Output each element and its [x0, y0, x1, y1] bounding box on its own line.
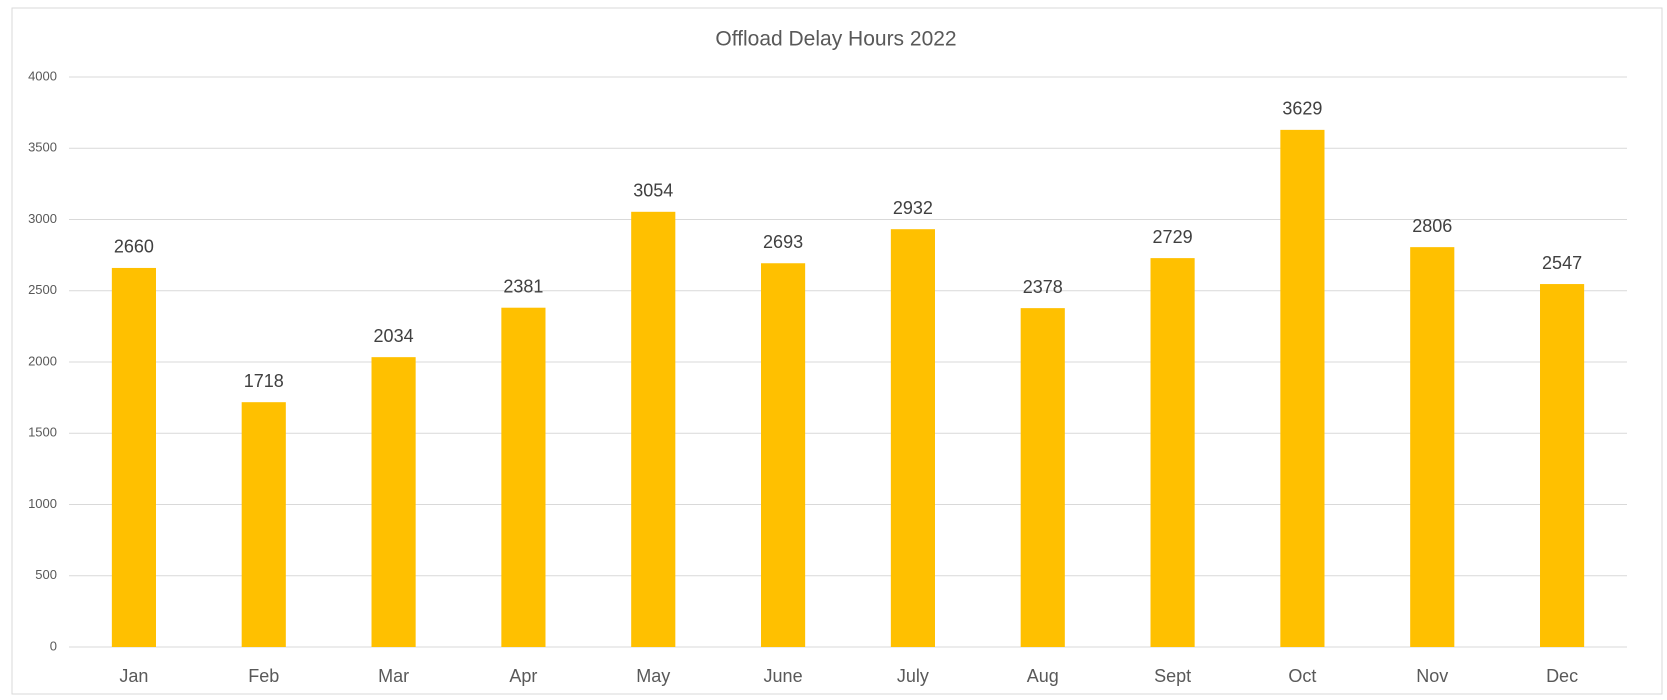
data-label: 1718 — [244, 371, 284, 391]
y-tick-label: 3500 — [28, 140, 57, 155]
x-tick-label: Oct — [1288, 666, 1316, 686]
bar — [371, 357, 416, 647]
data-label: 2660 — [114, 237, 154, 257]
chart-title: Offload Delay Hours 2022 — [715, 28, 956, 51]
data-label: 2806 — [1412, 216, 1452, 236]
bar — [631, 211, 676, 647]
x-tick-label: June — [764, 666, 803, 686]
data-label: 2034 — [374, 326, 414, 346]
x-tick-label: Dec — [1546, 666, 1578, 686]
y-tick-label: 4000 — [28, 68, 57, 83]
x-tick-label: Sept — [1154, 666, 1191, 686]
data-label: 2381 — [503, 276, 543, 296]
data-label: 2729 — [1153, 227, 1193, 247]
x-tick-label: Apr — [509, 666, 537, 686]
chart-border — [11, 7, 1663, 695]
data-label: 3054 — [633, 181, 673, 201]
y-tick-label: 1500 — [28, 425, 57, 440]
bar — [1410, 247, 1455, 647]
bar — [501, 307, 546, 647]
bar — [111, 267, 156, 647]
data-label: 2932 — [893, 198, 933, 218]
bar — [1150, 258, 1195, 647]
x-tick-label: Feb — [248, 666, 279, 686]
y-tick-label: 2500 — [28, 282, 57, 297]
bar — [1280, 129, 1325, 647]
x-tick-label: Aug — [1027, 666, 1059, 686]
x-tick-label: Nov — [1416, 666, 1448, 686]
x-tick-label: May — [636, 666, 670, 686]
data-label: 2378 — [1023, 277, 1063, 297]
data-label: 2547 — [1542, 253, 1582, 273]
data-label: 3629 — [1282, 99, 1322, 119]
y-tick-label: 0 — [50, 638, 57, 653]
x-tick-label: Jan — [119, 666, 148, 686]
data-label: 2693 — [763, 232, 803, 252]
bar — [241, 402, 286, 647]
bar — [1020, 308, 1065, 647]
bar — [1540, 284, 1585, 647]
bar — [890, 229, 935, 647]
y-tick-label: 1000 — [28, 496, 57, 511]
y-tick-label: 2000 — [28, 353, 57, 368]
x-tick-label: July — [897, 666, 929, 686]
y-tick-label: 500 — [35, 567, 57, 582]
x-tick-label: Mar — [378, 666, 409, 686]
bar — [761, 263, 806, 647]
y-tick-label: 3000 — [28, 211, 57, 226]
